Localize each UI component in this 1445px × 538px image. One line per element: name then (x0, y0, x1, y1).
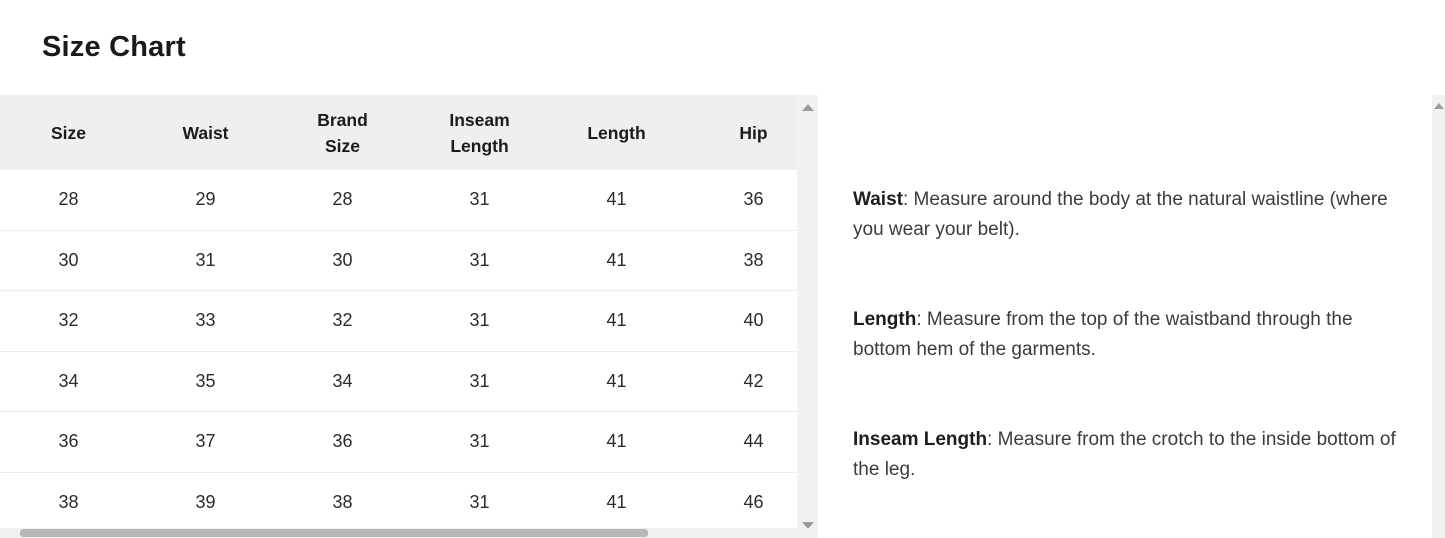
cell-brand: 36 (332, 431, 353, 452)
cell-waist: 33 (195, 310, 216, 331)
cell-waist: 29 (195, 189, 216, 210)
cell-length: 41 (606, 249, 627, 270)
size-table-header-row: Size Waist Brand Size Inseam Length Leng… (0, 95, 797, 170)
cell-brand: 32 (332, 310, 353, 331)
cell-inseam: 31 (469, 431, 490, 452)
cell-hip: 46 (743, 491, 764, 512)
cell-length: 41 (606, 370, 627, 391)
column-header-size: Size (50, 122, 87, 143)
cell-length: 41 (606, 189, 627, 210)
size-table-viewport: Size Waist Brand Size Inseam Length Leng… (0, 95, 797, 538)
cell-brand: 34 (332, 370, 353, 391)
cell-size: 32 (58, 310, 79, 331)
column-header-hip: Hip (739, 122, 768, 143)
table-row: 34 35 34 31 41 42 (0, 351, 797, 412)
cell-hip: 40 (743, 310, 764, 331)
title-band: Size Chart (0, 0, 1445, 95)
cell-inseam: 31 (469, 249, 490, 270)
measurement-legend-panel: Waist: Measure around the body at the na… (822, 95, 1445, 538)
cell-size: 34 (58, 370, 79, 391)
scroll-up-icon[interactable] (801, 104, 814, 111)
cell-hip: 44 (743, 431, 764, 452)
cell-brand: 38 (332, 491, 353, 512)
cell-brand: 28 (332, 189, 353, 210)
column-header-inseam-length: Inseam Length (449, 109, 510, 156)
table-horizontal-scrollbar[interactable] (0, 528, 797, 538)
table-row: 28 29 28 31 41 36 (0, 170, 797, 231)
cell-hip: 36 (743, 189, 764, 210)
legend-item-inseam-length: Inseam Length: Measure from the crotch t… (853, 429, 1402, 480)
cell-size: 38 (58, 491, 79, 512)
page-title: Size Chart (42, 31, 186, 63)
table-row: 32 33 32 31 41 40 (0, 291, 797, 352)
cell-inseam: 31 (469, 310, 490, 331)
cell-waist: 39 (195, 491, 216, 512)
cell-inseam: 31 (469, 491, 490, 512)
cell-length: 41 (606, 310, 627, 331)
measurement-legend: Waist: Measure around the body at the na… (853, 125, 1401, 538)
cell-size: 30 (58, 249, 79, 270)
cell-size: 28 (58, 189, 79, 210)
size-table: Size Waist Brand Size Inseam Length Leng… (0, 95, 797, 533)
column-header-length: Length (587, 122, 646, 143)
cell-length: 41 (606, 491, 627, 512)
cell-length: 41 (606, 431, 627, 452)
scroll-up-icon[interactable] (1433, 103, 1444, 109)
cell-size: 36 (58, 431, 79, 452)
column-header-brand-size: Brand Size (317, 109, 368, 156)
cell-hip: 38 (743, 249, 764, 270)
legend-vertical-scrollbar[interactable] (1432, 95, 1445, 538)
horizontal-scroll-thumb[interactable] (20, 529, 648, 537)
cell-waist: 35 (195, 370, 216, 391)
cell-waist: 37 (195, 431, 216, 452)
scroll-down-icon[interactable] (801, 522, 814, 529)
column-header-waist: Waist (182, 122, 229, 143)
cell-brand: 30 (332, 249, 353, 270)
table-row: 38 39 38 31 41 46 (0, 472, 797, 533)
cell-inseam: 31 (469, 189, 490, 210)
table-row: 30 31 30 31 41 38 (0, 230, 797, 291)
legend-item-waist: Waist: Measure around the body at the na… (853, 189, 1394, 240)
cell-waist: 31 (195, 249, 216, 270)
table-vertical-scrollbar[interactable] (797, 95, 818, 538)
cell-inseam: 31 (469, 370, 490, 391)
scrollbar-corner (797, 528, 818, 538)
table-row: 36 37 36 31 41 44 (0, 412, 797, 473)
legend-item-length: Length: Measure from the top of the wais… (853, 309, 1358, 360)
cell-hip: 42 (743, 370, 764, 391)
